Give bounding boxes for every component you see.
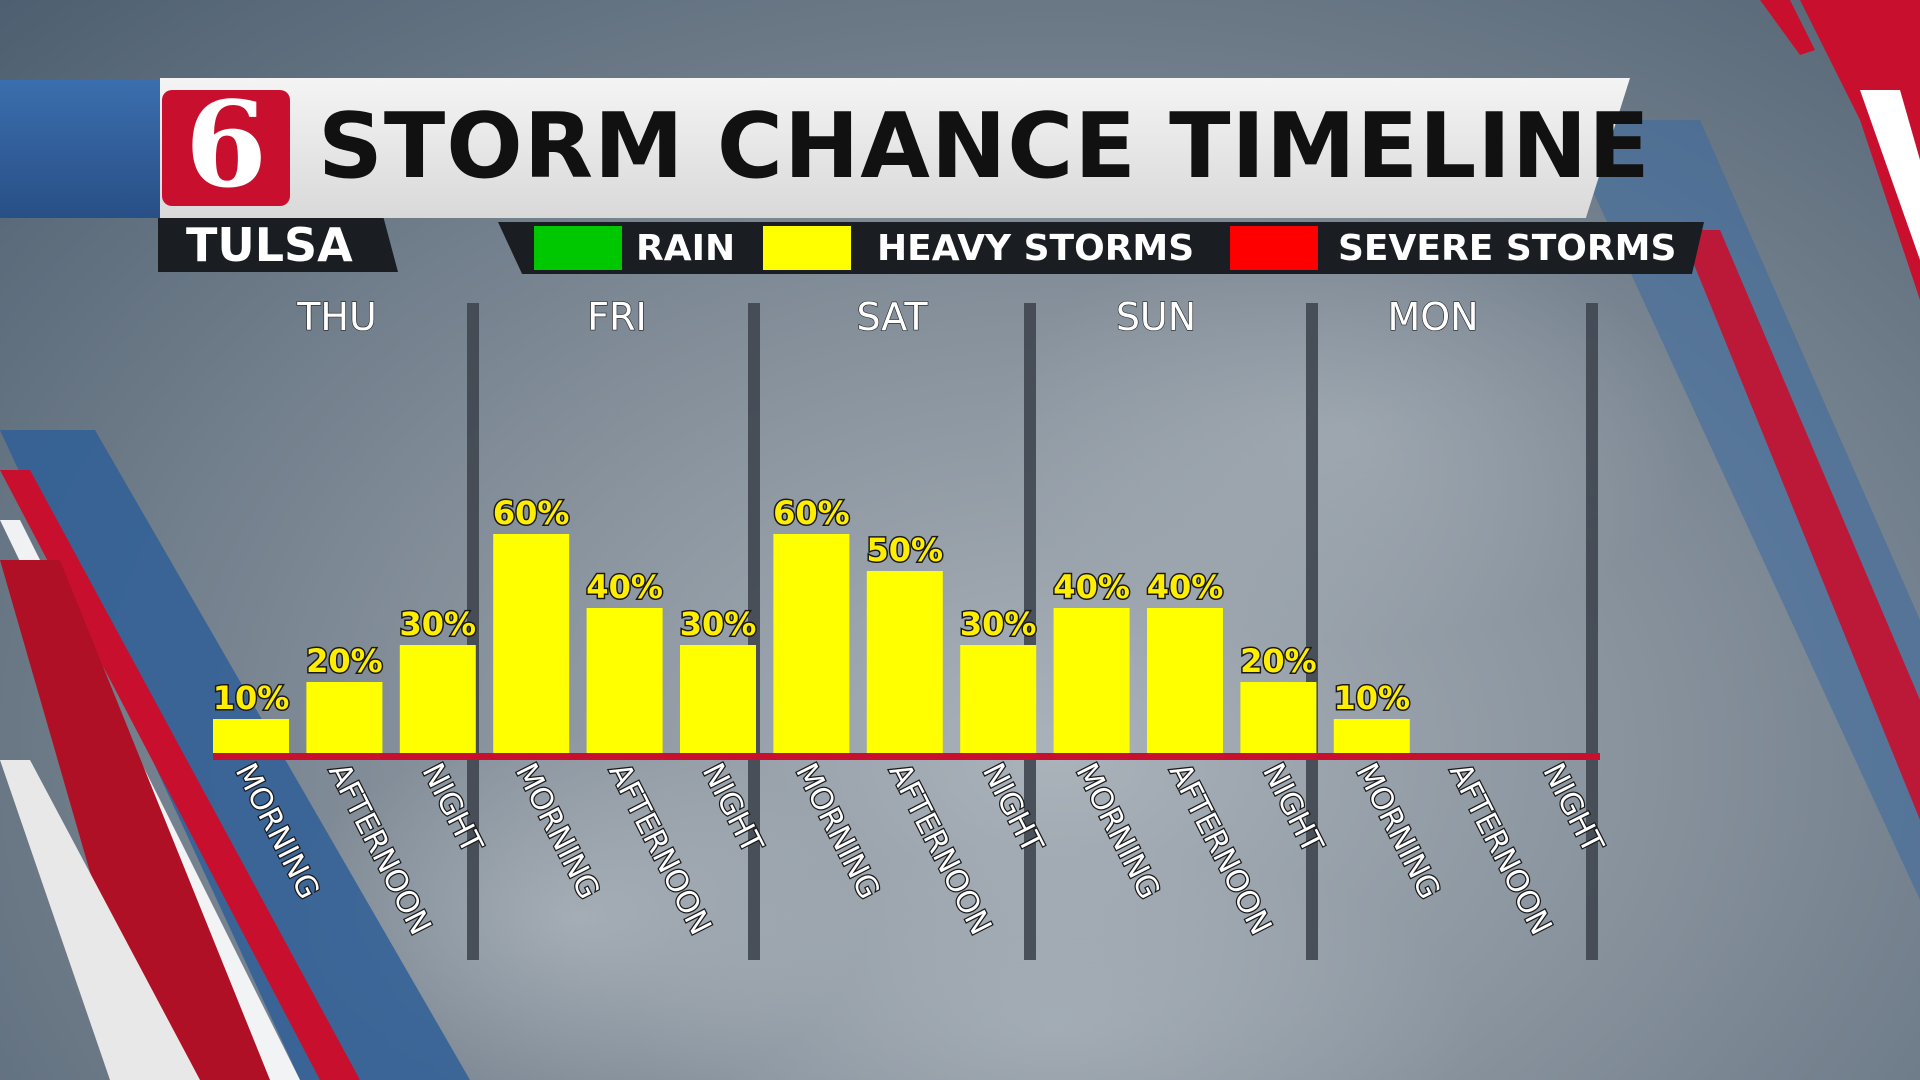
header-bar [160, 78, 1630, 218]
legend-severe-storms-swatch [1230, 226, 1318, 270]
logo-number: 6 [184, 75, 268, 214]
day-separator [748, 303, 760, 960]
bar [680, 645, 756, 756]
category-label: AFTERNOON [882, 758, 998, 941]
bar-value-label: 40% [1053, 568, 1130, 606]
day-label: SAT [856, 295, 928, 339]
bar-value-label: 40% [1147, 568, 1224, 606]
bar [213, 719, 289, 756]
city-tab [158, 218, 398, 272]
bar [1333, 719, 1410, 756]
bar-value-label: 60% [493, 494, 570, 532]
city-label: TULSA [186, 218, 353, 272]
bar-value-label: 30% [400, 605, 477, 643]
day-label: FRI [587, 295, 646, 339]
bar [1053, 608, 1130, 756]
bar-value-label: 30% [960, 605, 1037, 643]
bar [960, 645, 1037, 756]
category-label: NIGHT [1535, 758, 1610, 860]
category-label: MORNING [228, 758, 326, 905]
day-label: SUN [1116, 295, 1196, 339]
bar [493, 534, 570, 756]
bar [306, 682, 383, 756]
bar [773, 534, 850, 756]
legend-rain-swatch [534, 226, 622, 270]
category-label: MORNING [508, 758, 606, 905]
bar-value-label: 40% [586, 568, 663, 606]
baseline [213, 753, 1600, 760]
category-label: MORNING [1349, 758, 1447, 905]
station-logo: 6 [162, 86, 290, 206]
legend-bar [498, 222, 1704, 274]
bar [1240, 682, 1317, 756]
category-label: AFTERNOON [1162, 758, 1278, 941]
category-label: AFTERNOON [1442, 758, 1558, 941]
bar-value-label: 20% [306, 642, 383, 680]
legend-severe-storms-label: SEVERE STORMS [1338, 227, 1677, 269]
category-label: MORNING [1068, 758, 1166, 905]
legend-heavy-storms-swatch [763, 226, 851, 270]
legend-rain: RAIN [534, 226, 735, 270]
day-label: THU [296, 295, 377, 339]
header-accent [0, 80, 190, 218]
day-label: MON [1387, 295, 1478, 339]
category-label: MORNING [788, 758, 886, 905]
category-label: NIGHT [975, 758, 1050, 860]
legend-heavy-storms-label: HEAVY STORMS [877, 227, 1195, 269]
bar-value-label: 60% [773, 494, 850, 532]
legend-rain-label: RAIN [636, 227, 736, 269]
page-title: STORM CHANCE TIMELINE [318, 94, 1651, 199]
category-label: NIGHT [1255, 758, 1330, 860]
category-label: AFTERNOON [601, 758, 717, 941]
bar-value-label: 10% [1334, 679, 1411, 717]
bar-value-label: 10% [213, 679, 290, 717]
bar [866, 571, 943, 756]
bar [586, 608, 663, 756]
bar [1147, 608, 1223, 756]
day-separator [1024, 303, 1036, 960]
bar-value-label: 30% [680, 605, 757, 643]
category-label: AFTERNOON [321, 758, 437, 941]
bar [399, 645, 476, 756]
bar-value-label: 50% [867, 531, 944, 569]
day-separator [1306, 303, 1318, 960]
bar-value-label: 20% [1240, 642, 1317, 680]
legend-heavy-storms: HEAVY STORMS [763, 226, 1194, 270]
day-separator [467, 303, 479, 960]
legend-severe-storms: SEVERE STORMS [1230, 226, 1676, 270]
day-separator [1586, 303, 1598, 960]
